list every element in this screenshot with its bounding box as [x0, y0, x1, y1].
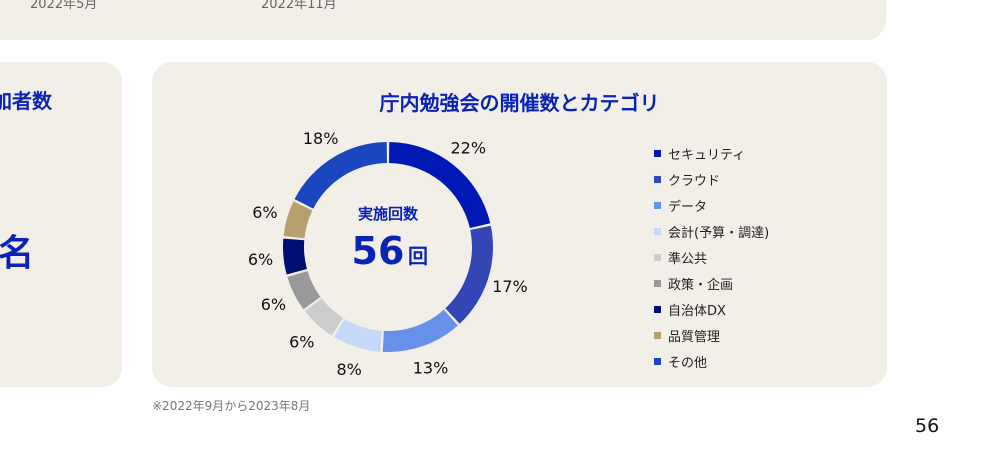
legend-item: クラウド	[654, 166, 769, 192]
donut-chart: 22%17%13%8%6%6%6%6%18% 実施回数 56 回	[248, 129, 528, 379]
legend-label: 会計(予算・調達)	[668, 225, 770, 241]
slice-label: 6%	[261, 295, 286, 314]
donut-slice	[445, 225, 493, 324]
donut-slice	[382, 309, 458, 353]
legend-label: 準公共	[668, 251, 708, 267]
slice-label: 6%	[289, 333, 314, 352]
donut-slice	[304, 298, 343, 336]
legend-item: データ	[654, 192, 769, 218]
legend-item: 品質管理	[654, 322, 769, 348]
slice-label: 22%	[450, 138, 486, 157]
slice-label: 17%	[492, 277, 528, 296]
legend-label: データ	[668, 199, 708, 215]
chart-legend: セキュリティ クラウドデータ会計(予算・調達) 準公共政策・企画自治体DX 品質管理そ…	[654, 140, 769, 374]
legend-swatch	[654, 227, 661, 235]
legend-swatch	[654, 253, 661, 261]
legend-swatch	[654, 331, 661, 339]
donut-slice	[283, 238, 307, 275]
donut-slice	[283, 201, 313, 239]
legend-label: 品質管理	[668, 329, 721, 345]
center-label: 実施回数	[358, 205, 419, 223]
donut-slice	[389, 142, 491, 229]
legend-item: 準公共	[654, 244, 769, 270]
legend-swatch	[654, 201, 661, 209]
participants-card: 加者数 名	[0, 62, 122, 387]
center-unit: 回	[408, 244, 428, 268]
page-number: 56	[915, 415, 940, 437]
legend-item: 政策・企画	[654, 270, 769, 296]
slice-label: 6%	[252, 203, 277, 222]
donut-slice	[294, 142, 387, 209]
timeline-card: 2022年5月 2022年11月	[0, 0, 886, 40]
participants-unit: 名	[0, 233, 35, 274]
footnote: ※2022年9月から2023年8月	[152, 399, 311, 413]
legend-item: 会計(予算・調達)	[654, 218, 769, 244]
legend-swatch	[654, 175, 661, 183]
slice-label: 18%	[303, 129, 339, 148]
study-session-card: 庁内勉強会の開催数とカテゴリ 22% 17% 13% 8% 6% 6% 6% 6% 18% 実施…	[152, 62, 887, 387]
legend-label: その他	[668, 355, 708, 371]
legend-item: 自治体DX	[654, 296, 769, 322]
legend-label: セキュリティ	[668, 147, 746, 163]
slice-label: 13%	[413, 359, 449, 378]
donut-slice	[287, 270, 321, 310]
slice-label: 6%	[248, 250, 273, 269]
legend-swatch	[654, 279, 661, 287]
legend-label: クラウド	[668, 173, 721, 189]
legend-item: セキュリティ	[654, 140, 769, 166]
donut-slice	[333, 318, 382, 352]
chart-title: 庁内勉強会の開催数とカテゴリ	[379, 91, 660, 115]
participants-title: 加者数	[0, 89, 52, 113]
center-value: 56	[352, 229, 405, 273]
legend-swatch	[654, 305, 661, 313]
legend-label: 政策・企画	[668, 277, 734, 293]
legend-label: 自治体DX	[668, 303, 726, 319]
legend-swatch	[654, 149, 661, 157]
timeline-label: 2022年11月	[261, 0, 337, 12]
timeline-label: 2022年5月	[30, 0, 98, 12]
legend-item: その他	[654, 348, 769, 374]
legend-swatch	[654, 357, 661, 365]
slice-label: 8%	[337, 360, 362, 379]
